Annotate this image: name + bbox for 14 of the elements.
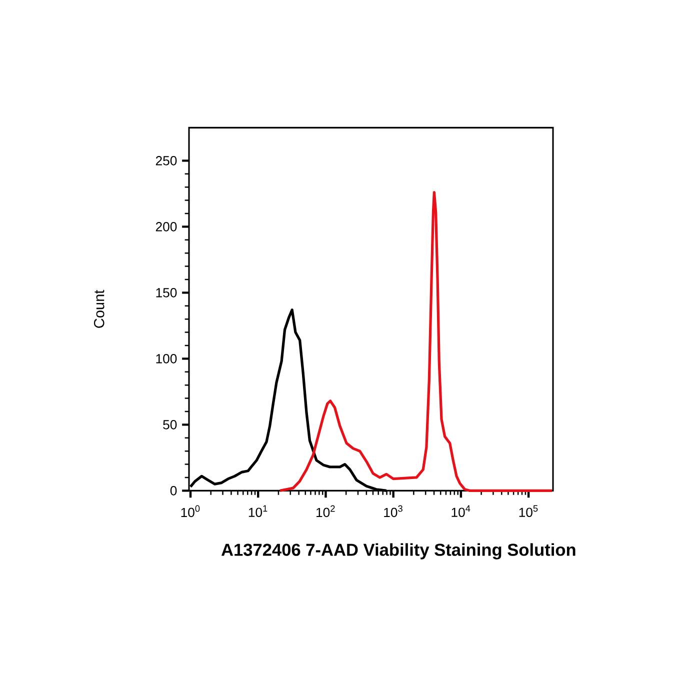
- y-tick-label: 50: [163, 420, 177, 430]
- x-tick-label: 10$^{4}$: [452, 505, 470, 518]
- x-tick-label: 10$^{5}$: [519, 505, 538, 518]
- y-tick-label: 100: [156, 354, 177, 364]
- x-tick-label: 10$^{1}$: [248, 505, 268, 518]
- y-tick-label: 250: [156, 156, 177, 166]
- x-tick-label: 10$^{2}$: [316, 505, 335, 518]
- x-axis-title: A1372406 7-AAD Viability Staining Solution: [221, 543, 576, 560]
- y-tick-label: 200: [156, 222, 177, 232]
- y-axis-title: Count: [94, 290, 104, 328]
- x-tick-label: 10$^{0}$: [181, 505, 200, 518]
- y-tick-label: 0: [170, 486, 177, 496]
- y-tick-label: 150: [156, 288, 177, 298]
- x-tick-label: 10$^{3}$: [384, 505, 402, 518]
